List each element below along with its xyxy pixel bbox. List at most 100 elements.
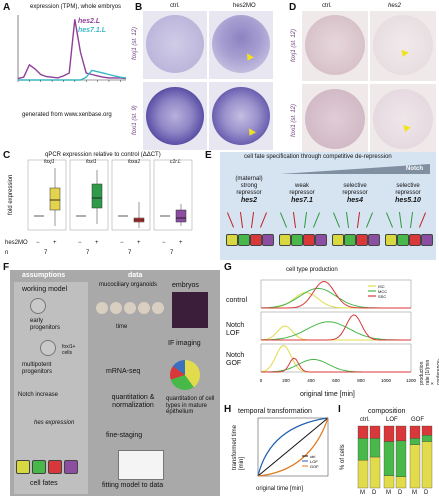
bar-ssc bbox=[421, 425, 433, 436]
bar-mcc bbox=[357, 438, 369, 461]
pie-icon bbox=[170, 360, 200, 390]
regulation-arrow bbox=[418, 212, 427, 228]
repressor-descriptor: selective bbox=[343, 183, 367, 189]
panel-c-gene-1: foxi1 bbox=[86, 159, 97, 165]
cell-fate-icon bbox=[262, 234, 274, 246]
g-row-2: Notch GOF bbox=[226, 352, 245, 367]
plus-sign: + bbox=[137, 240, 141, 246]
curve-ctrl bbox=[257, 417, 329, 477]
panel-c-gene-3: c1r.L bbox=[170, 159, 181, 165]
panel-d-image-hes-1 bbox=[370, 11, 436, 81]
f-multipotent: multipotent progenitors bbox=[22, 362, 53, 375]
minus-sign: − bbox=[120, 240, 124, 246]
fitting-plot bbox=[118, 450, 164, 480]
cell-fate-icon bbox=[332, 234, 344, 246]
cell-fate-icon bbox=[344, 234, 356, 246]
n-value: 7 bbox=[86, 250, 90, 256]
panel-label-d: D bbox=[289, 2, 297, 13]
panel-i-title: composition bbox=[368, 408, 406, 415]
panel-label-a: A bbox=[3, 2, 11, 13]
f-rnaseq: mRNA-seq bbox=[106, 368, 141, 375]
regulation-arrow bbox=[226, 212, 235, 228]
g-row-0: control bbox=[226, 297, 248, 304]
repressor-descriptor: repressor bbox=[395, 190, 421, 196]
panel-label-i: I bbox=[338, 404, 341, 415]
panel-b-image-ctrl-1 bbox=[143, 11, 207, 79]
repressor-descriptor: strong bbox=[240, 183, 258, 189]
series-hes2-line bbox=[17, 19, 127, 80]
cell-icon bbox=[40, 340, 56, 356]
f-if: IF imaging bbox=[168, 340, 201, 347]
n-value: 7 bbox=[170, 250, 174, 256]
regulation-arrow bbox=[385, 212, 394, 228]
bar-mcc bbox=[421, 435, 433, 442]
panel-b-image-ctrl-2 bbox=[143, 82, 207, 150]
panel-d-col2: hes2 bbox=[388, 3, 402, 9]
f-time: time bbox=[116, 324, 128, 330]
repressor-gene: hes2 bbox=[241, 197, 257, 204]
repressor-descriptor: repressor bbox=[236, 190, 262, 196]
bar-label: D bbox=[424, 490, 429, 496]
facet-frame bbox=[153, 159, 193, 231]
repressor-descriptor: repressor bbox=[342, 190, 368, 196]
curve-mcc bbox=[260, 287, 411, 309]
bar-ssc bbox=[383, 425, 395, 442]
g-row-1: Notch LOF bbox=[226, 322, 245, 337]
bar-ssc bbox=[369, 425, 381, 439]
f-staging: fine-staging bbox=[106, 432, 143, 439]
regulation-arrow bbox=[279, 212, 288, 228]
bar-isc bbox=[369, 456, 381, 489]
panel-c-chart bbox=[27, 159, 193, 231]
bar-mcc bbox=[383, 441, 395, 476]
panel-d-row1: foxj1 (st. 12) bbox=[291, 28, 297, 62]
notch-gradient bbox=[280, 164, 430, 174]
legend-label: GOF bbox=[310, 464, 319, 469]
box bbox=[49, 187, 61, 211]
legend-label: MCC bbox=[378, 289, 387, 294]
curve-ssc bbox=[261, 280, 411, 309]
legend-label: ctrl bbox=[310, 454, 315, 459]
f-embryos: embryos bbox=[172, 282, 199, 289]
bar-label: D bbox=[398, 490, 403, 496]
x-tick-label: 0 bbox=[260, 378, 263, 383]
panel-e-title: cell fate specification through competit… bbox=[244, 154, 392, 160]
bar-mcc bbox=[409, 438, 421, 445]
x-tick-label: 400 bbox=[307, 378, 315, 383]
panel-d-image-hes-2 bbox=[370, 84, 436, 154]
repressor-descriptor: selective bbox=[396, 183, 420, 189]
panel-label-b: B bbox=[135, 2, 143, 13]
repressor-gene: hes4 bbox=[347, 197, 363, 204]
h-frame bbox=[257, 417, 329, 477]
panel-b-col2: hes2MO bbox=[233, 3, 256, 9]
organoid-dishes bbox=[96, 300, 166, 316]
panel-label-e: E bbox=[205, 150, 212, 161]
legend-label: SSC bbox=[378, 294, 386, 299]
panel-h-title: temporal transformation bbox=[238, 408, 312, 415]
repressor-gene: hes7.1 bbox=[291, 197, 313, 204]
box bbox=[91, 183, 103, 209]
x-tick-label: 1200 bbox=[406, 378, 416, 383]
panel-b-row1: foxj1 (st. 12) bbox=[132, 26, 138, 60]
panel-b-row2: foxi1 (st. 9) bbox=[132, 105, 138, 135]
plus-sign: + bbox=[179, 240, 183, 246]
f-working-model: working model bbox=[22, 286, 68, 293]
panel-label-g: G bbox=[224, 262, 232, 273]
f-col2-header: data bbox=[128, 272, 143, 279]
cell-fate-icon bbox=[315, 234, 327, 246]
cell-icon bbox=[30, 298, 46, 314]
panel-d-col1: ctrl. bbox=[322, 3, 332, 9]
embryo-image bbox=[172, 292, 208, 328]
regulation-arrow bbox=[356, 212, 361, 228]
facet-frame bbox=[111, 159, 151, 231]
curve-mcc bbox=[261, 358, 411, 373]
bar-isc bbox=[357, 459, 369, 489]
i-group-2: GOF bbox=[411, 417, 424, 423]
panel-c-nlabel: n bbox=[5, 250, 9, 256]
f-col1-box bbox=[14, 282, 88, 494]
cell-fate-icon bbox=[238, 234, 250, 246]
bar-label: M bbox=[386, 490, 391, 496]
i-ylabel: % of cells bbox=[340, 444, 346, 470]
legend-hes2: hes2.L bbox=[78, 18, 101, 25]
regulation-arrow bbox=[312, 212, 321, 228]
bar-ssc bbox=[357, 425, 369, 439]
